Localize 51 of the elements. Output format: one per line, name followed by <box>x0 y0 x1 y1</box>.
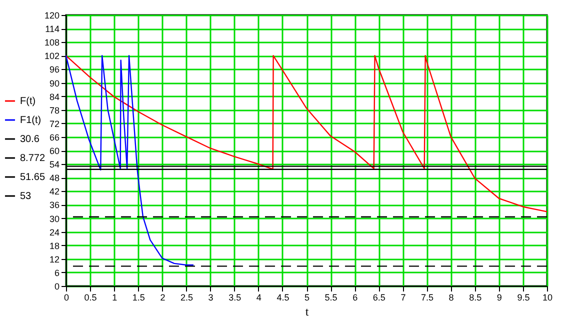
x-tick-label: 1.5 <box>132 292 145 302</box>
y-tick-label: 60 <box>49 146 60 156</box>
x-tick-label: 6 <box>352 292 358 302</box>
legend-label: F1(t) <box>20 115 42 126</box>
y-tick-label: 90 <box>49 78 60 88</box>
y-tick-label: 6 <box>54 268 60 278</box>
legend-label: F(t) <box>20 96 36 107</box>
y-tick-label: 114 <box>45 24 60 34</box>
x-tick-label: 6.5 <box>372 292 386 302</box>
y-tick-label: 78 <box>49 105 60 116</box>
legend-label: 30.6 <box>20 134 40 145</box>
x-tick-label: 2 <box>160 292 166 302</box>
x-tick-label: 3.5 <box>228 292 242 302</box>
y-tick-label: 54 <box>49 160 60 170</box>
legend-label: 53 <box>20 191 32 202</box>
y-tick-label: 96 <box>49 64 60 75</box>
y-tick-label: 66 <box>49 132 60 142</box>
x-tick-label: 0.5 <box>84 292 97 302</box>
x-tick-label: 5 <box>304 292 310 302</box>
line-series <box>65 55 548 212</box>
x-tick-label: 4.5 <box>276 292 290 302</box>
ref-line-label: 51.65 <box>20 172 46 183</box>
x-tick-label: 10 <box>542 292 553 302</box>
x-axis-title: t <box>305 304 310 318</box>
y-tick-label: 102 <box>44 51 60 62</box>
x-tick-label: 7.5 <box>420 292 434 302</box>
x-tick-label: 8.5 <box>469 292 482 302</box>
y-tick-label: 108 <box>44 38 60 48</box>
x-tick-label: 7 <box>400 292 406 302</box>
x-tick-label: 8 <box>448 292 454 302</box>
y-tick-label: 84 <box>49 92 60 102</box>
x-tick-label: 9 <box>496 292 502 302</box>
y-tick-label: 72 <box>49 118 60 129</box>
legend-label: 8.772 <box>20 153 46 164</box>
line-series <box>65 55 194 266</box>
y-tick-label: 0 <box>54 282 60 292</box>
x-tick-label: 4 <box>256 292 262 302</box>
x-tick-label: 0 <box>64 292 70 302</box>
x-tick-label: 3 <box>208 292 214 302</box>
y-tick-label: 42 <box>49 186 60 197</box>
y-tick-label: 120 <box>44 10 60 20</box>
x-tick-label: 1 <box>112 292 118 302</box>
x-tick-label: 2.5 <box>180 292 194 302</box>
x-tick-label: 5.5 <box>324 292 338 302</box>
y-tick-label: 12 <box>49 254 60 264</box>
y-tick-label: 24 <box>49 227 60 238</box>
y-tick-label: 18 <box>49 240 60 251</box>
x-tick-label: 9.5 <box>517 292 530 302</box>
y-tick-label: 48 <box>49 173 60 184</box>
y-tick-label: 36 <box>49 200 60 210</box>
y-tick-label: 30 <box>49 214 60 224</box>
